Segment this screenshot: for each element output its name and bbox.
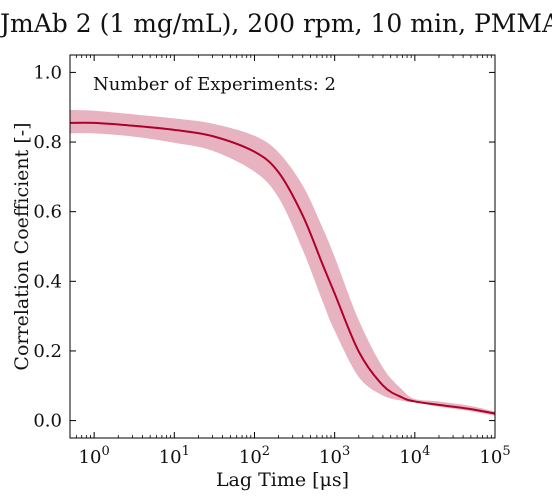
series-line	[69, 121, 496, 415]
x-tick-label: 103	[319, 444, 350, 468]
chart-title: JJmAb 2 (1 mg/mL), 200 rpm, 10 min, PMMA	[0, 9, 552, 38]
y-tick-label: 0.4	[33, 271, 62, 292]
x-tick-label: 101	[159, 444, 190, 468]
tick-layer: 0.0 0.2 0.4 0.6 0.8 1.0 100 101 102 103 104 105	[33, 55, 511, 468]
x-tick-label: 105	[479, 444, 510, 468]
experiments-annotation: Number of Experiments: 2	[93, 74, 336, 95]
x-tick-label: 104	[399, 444, 430, 468]
series-line-layer	[69, 121, 496, 415]
y-tick-label: 1.0	[33, 62, 62, 83]
confidence-band-layer	[70, 110, 495, 416]
y-tick-label: 0.6	[33, 202, 62, 223]
y-tick-label: 0.2	[33, 341, 62, 362]
x-tick-label: 102	[239, 444, 270, 468]
y-tick-label: 0.0	[33, 411, 62, 432]
x-tick-label: 100	[79, 444, 110, 468]
y-axis-label: Correlation Coefficient [-]	[11, 122, 33, 370]
x-axis-label: Lag Time [μs]	[216, 469, 349, 491]
plot-frame	[69, 54, 496, 439]
confidence-band	[70, 110, 495, 416]
y-tick-label: 0.8	[33, 132, 62, 153]
